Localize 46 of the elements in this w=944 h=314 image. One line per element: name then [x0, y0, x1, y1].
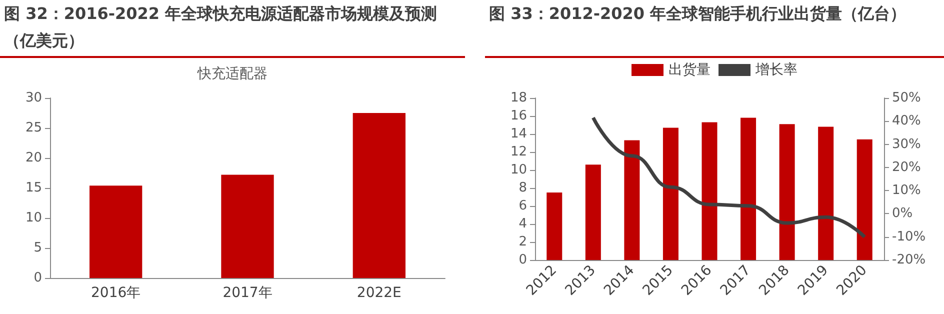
- y2-tick-label: 50%: [892, 90, 921, 106]
- y2-tick-label: 20%: [892, 160, 921, 175]
- bar: [585, 164, 601, 260]
- bar: [779, 124, 795, 260]
- chart-subtitle: 快充适配器: [196, 66, 268, 82]
- y2-tick-label: 40%: [892, 114, 921, 129]
- y2-tick-label: -20%: [892, 252, 926, 268]
- bar: [624, 140, 640, 260]
- y-tick-label: 0: [34, 270, 42, 286]
- y-tick-label: 14: [510, 126, 527, 142]
- y-tick-label: 8: [518, 180, 527, 196]
- bar: [662, 128, 678, 260]
- y-tick-label: 15: [25, 180, 42, 196]
- bar: [818, 126, 834, 260]
- y2-tick-label: -10%: [892, 229, 926, 244]
- bar: [740, 118, 756, 260]
- y-tick-label: 30: [25, 90, 42, 106]
- bar: [546, 192, 562, 260]
- bar: [90, 186, 142, 278]
- y2-tick-label: 0%: [892, 206, 913, 222]
- y-tick-label: 5: [34, 240, 42, 256]
- chart-title: 图 32：2016-2022 年全球快充电源适配器市场规模及预测（亿美元）: [0, 0, 465, 58]
- y-tick-label: 20: [25, 150, 42, 166]
- legend-label: 出货量: [668, 62, 710, 78]
- y-tick-label: 10: [510, 162, 527, 178]
- y-tick-label: 6: [518, 198, 527, 214]
- y-tick-label: 0: [518, 252, 527, 268]
- y-tick-label: 2: [518, 234, 527, 250]
- y2-tick-label: 10%: [892, 183, 921, 198]
- bar: [221, 174, 274, 278]
- y-tick-label: 18: [510, 90, 527, 106]
- y-tick-label: 25: [25, 120, 42, 136]
- line-series: [591, 116, 866, 239]
- y-tick-label: 16: [510, 108, 527, 124]
- bar: [352, 113, 406, 278]
- y2-tick-label: 30%: [892, 136, 921, 152]
- x-tick-label: 2017年: [222, 285, 272, 301]
- x-tick-label: 2022E: [356, 285, 402, 301]
- y-tick-label: 12: [510, 144, 527, 160]
- y-tick-label: 4: [518, 216, 527, 232]
- x-tick-label: 2016年: [91, 285, 141, 301]
- bar: [702, 122, 718, 260]
- legend-label: 增长率: [754, 62, 798, 78]
- chart-title: 图 33：2012-2020 年全球智能手机行业出货量（亿台）: [485, 0, 944, 58]
- bar: [856, 139, 872, 260]
- y-tick-label: 10: [25, 210, 42, 226]
